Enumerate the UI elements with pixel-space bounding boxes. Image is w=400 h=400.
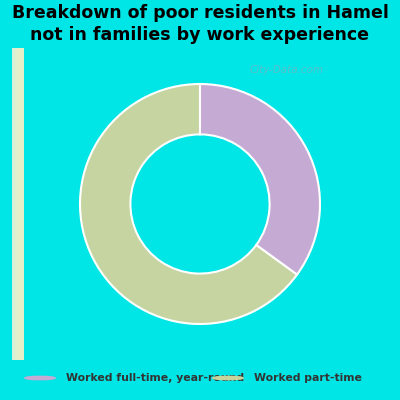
Bar xyxy=(14,48,21,360)
Bar xyxy=(18,48,24,360)
Bar xyxy=(12,48,19,360)
Bar xyxy=(17,48,23,360)
Bar xyxy=(15,48,22,360)
Bar xyxy=(16,48,23,360)
Bar xyxy=(18,48,24,360)
Bar xyxy=(16,48,22,360)
Circle shape xyxy=(213,376,243,380)
Bar xyxy=(12,48,18,360)
Bar xyxy=(17,48,24,360)
Bar xyxy=(16,48,22,360)
Bar xyxy=(16,48,23,360)
Bar xyxy=(16,48,23,360)
Bar xyxy=(16,48,22,360)
Bar xyxy=(18,48,24,360)
Bar xyxy=(14,48,20,360)
Bar xyxy=(15,48,21,360)
Bar xyxy=(13,48,19,360)
Bar xyxy=(14,48,20,360)
Bar xyxy=(18,48,24,360)
Wedge shape xyxy=(200,84,320,274)
Bar xyxy=(13,48,20,360)
Bar xyxy=(17,48,23,360)
Bar xyxy=(13,48,19,360)
Bar xyxy=(18,48,24,360)
Bar xyxy=(14,48,21,360)
Bar xyxy=(12,48,18,360)
Bar xyxy=(12,48,18,360)
Circle shape xyxy=(25,376,55,380)
Bar xyxy=(14,48,20,360)
Bar xyxy=(13,48,20,360)
Bar xyxy=(17,48,23,360)
Bar xyxy=(15,48,21,360)
Bar xyxy=(17,48,23,360)
Bar xyxy=(17,48,23,360)
Bar xyxy=(13,48,19,360)
Bar xyxy=(12,48,18,360)
Bar xyxy=(18,48,24,360)
Bar xyxy=(15,48,22,360)
Bar xyxy=(14,48,20,360)
Bar xyxy=(18,48,24,360)
Wedge shape xyxy=(80,84,297,324)
Text: Worked full-time, year-round: Worked full-time, year-round xyxy=(66,373,244,383)
Bar xyxy=(15,48,22,360)
Bar xyxy=(16,48,22,360)
Text: City-Data.com: City-Data.com xyxy=(250,65,324,75)
Text: Breakdown of poor residents in Hamel
not in families by work experience: Breakdown of poor residents in Hamel not… xyxy=(12,4,388,44)
Bar xyxy=(13,48,19,360)
Bar xyxy=(16,48,22,360)
Bar xyxy=(17,48,24,360)
Bar xyxy=(16,48,22,360)
Bar xyxy=(18,48,24,360)
Bar xyxy=(14,48,20,360)
Bar xyxy=(13,48,20,360)
Text: Worked part-time: Worked part-time xyxy=(254,373,362,383)
Bar xyxy=(14,48,20,360)
Bar xyxy=(14,48,20,360)
Bar xyxy=(14,48,20,360)
Bar xyxy=(14,48,20,360)
Bar xyxy=(13,48,19,360)
Bar xyxy=(12,48,19,360)
Bar xyxy=(16,48,22,360)
Bar xyxy=(16,48,22,360)
Bar xyxy=(15,48,21,360)
Bar xyxy=(15,48,21,360)
Bar xyxy=(16,48,22,360)
Bar xyxy=(15,48,21,360)
